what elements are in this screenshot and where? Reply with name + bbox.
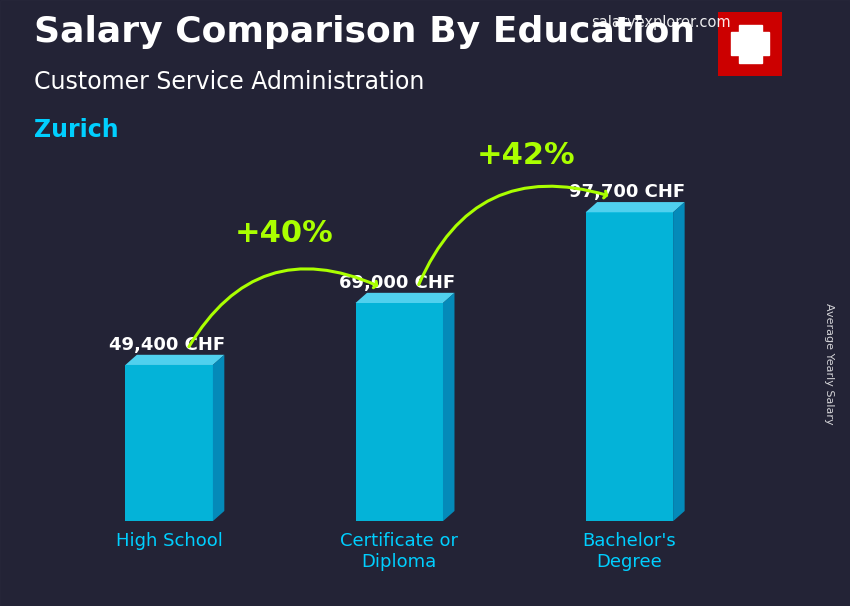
Polygon shape xyxy=(673,202,684,521)
Polygon shape xyxy=(443,293,455,521)
Text: Customer Service Administration: Customer Service Administration xyxy=(34,70,424,94)
Text: Average Yearly Salary: Average Yearly Salary xyxy=(824,303,834,424)
Text: +42%: +42% xyxy=(477,141,575,170)
Text: Salary Comparison By Education: Salary Comparison By Education xyxy=(34,15,695,49)
Polygon shape xyxy=(125,355,224,365)
Text: 69,000 CHF: 69,000 CHF xyxy=(339,274,455,292)
Text: +40%: +40% xyxy=(235,219,333,248)
Text: Zurich: Zurich xyxy=(34,118,119,142)
Polygon shape xyxy=(586,212,673,521)
Polygon shape xyxy=(125,365,212,521)
Bar xyxy=(739,25,762,63)
Bar xyxy=(731,33,769,55)
Polygon shape xyxy=(355,303,443,521)
Polygon shape xyxy=(355,293,455,303)
Polygon shape xyxy=(586,202,684,212)
Text: 97,700 CHF: 97,700 CHF xyxy=(569,183,685,201)
Text: salaryexplorer.com: salaryexplorer.com xyxy=(591,15,730,30)
Polygon shape xyxy=(212,355,224,521)
Text: 49,400 CHF: 49,400 CHF xyxy=(109,336,225,354)
